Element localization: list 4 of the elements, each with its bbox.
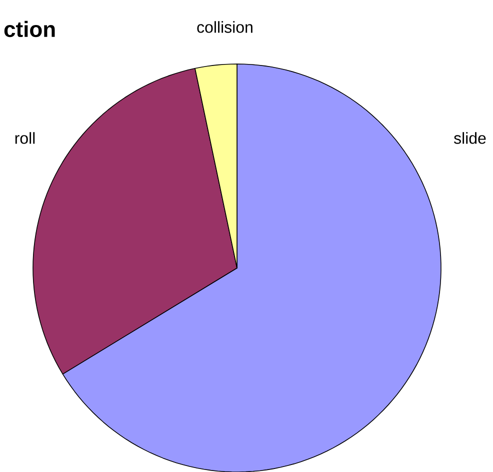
slice-label: roll: [15, 132, 35, 144]
slice-label: slide: [454, 132, 486, 144]
slice-label: collision: [197, 20, 252, 33]
chart-title: ction: [4, 20, 55, 37]
